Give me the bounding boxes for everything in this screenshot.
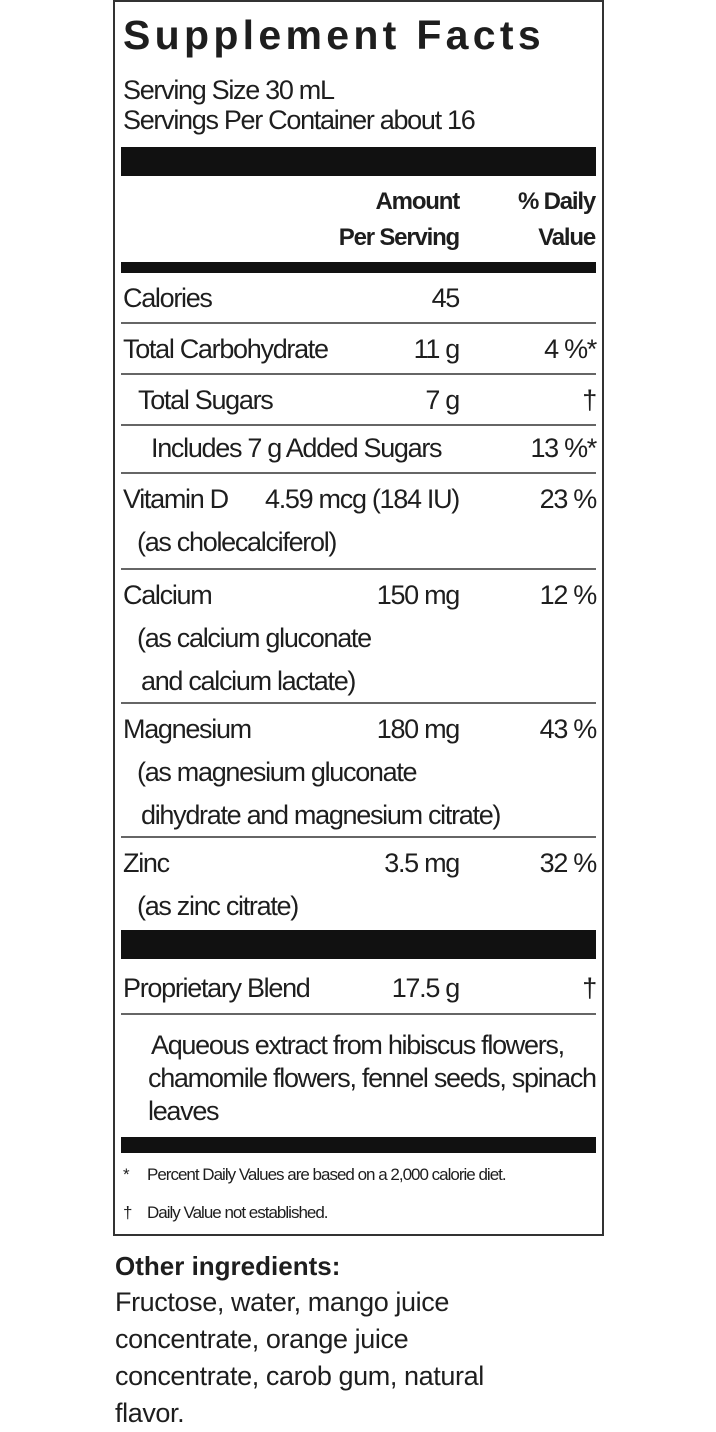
nutrient-amount: 150 mg (376, 580, 461, 610)
serving-size: Serving Size 30 mL (123, 75, 335, 105)
other-ingredients-line: concentrate, orange juice (115, 1324, 409, 1354)
nutrient-source: (as zinc citrate) (137, 891, 299, 921)
other-ingredients-line: Fructose, water, mango juice (115, 1287, 449, 1317)
nutrient-dv: 13 %* (530, 433, 597, 463)
nutrient-row: Calcium (as calcium gluconate and calciu… (121, 570, 598, 704)
nutrient-dv: 4 %* (544, 334, 597, 364)
nutrient-name-block: Zinc (as zinc citrate) (123, 842, 299, 928)
other-ingredients-heading: Other ingredients: (115, 1251, 341, 1281)
footnote-mark: † (123, 1203, 132, 1222)
nutrient-name-block: Magnesium (as magnesium gluconate dihydr… (123, 708, 501, 837)
nutrient-row: Proprietary Blend 17.5 g † (121, 959, 597, 1015)
nutrient-source: and calcium lactate) (141, 666, 356, 696)
nutrient-name: Includes 7 g Added Sugars (151, 433, 443, 463)
other-ingredients-line: concentrate, carob gum, natural (115, 1361, 484, 1391)
nutrient-row: Calories 45 (121, 273, 596, 324)
nutrient-name: Proprietary Blend (123, 973, 311, 1003)
nutrient-row: Zinc (as zinc citrate) 3.5 mg 32 % (121, 838, 598, 930)
amount-header-line: Per Serving (338, 224, 460, 251)
nutrient-row: Magnesium (as magnesium gluconate dihydr… (121, 704, 598, 838)
blend-ingredients-text: Aqueous extract from hibiscus flowers, c… (148, 1029, 597, 1128)
nutrient-name-block: Calcium (as calcium gluconate and calciu… (123, 574, 372, 703)
dv-header-line: Value (538, 224, 596, 251)
other-ingredients-line: flavor. (115, 1398, 185, 1428)
footnote-mark: * (123, 1165, 130, 1184)
footnote-text: Daily Value not established. (147, 1203, 329, 1222)
nutrient-amount: 7 g (425, 385, 460, 415)
nutrient-dv: † (582, 973, 597, 1003)
servings-per-container: Servings Per Container about 16 (123, 105, 476, 135)
divider-thick (121, 1137, 596, 1153)
nutrient-source: (as cholecalciferol) (137, 527, 337, 557)
dv-header: % Daily Value (518, 184, 596, 256)
nutrient-row: Includes 7 g Added Sugars 13 %* (121, 426, 597, 474)
dv-header-line: % Daily (518, 188, 596, 215)
nutrient-name: Zinc (123, 848, 170, 878)
amount-header-line: Amount (375, 188, 461, 215)
blend-ingredients: Aqueous extract from hibiscus flowers, c… (121, 1015, 597, 1135)
blend-line: chamomile flowers, fennel seeds, spinach (148, 1063, 597, 1093)
footnote: * Percent Daily Values are based on a 2,0… (123, 1165, 507, 1185)
nutrient-name: Total Carbohydrate (123, 334, 329, 364)
nutrient-dv: 12 % (539, 580, 598, 610)
nutrient-name: Vitamin D (123, 484, 229, 514)
nutrient-row: Vitamin D (as cholecalciferol) 4.59 mcg … (121, 474, 598, 570)
nutrient-dv: 32 % (539, 848, 598, 878)
other-ingredients: Other ingredients: Fructose, water, mang… (115, 1248, 484, 1432)
nutrient-amount: 180 mg (376, 714, 461, 744)
nutrient-amount: 45 (431, 283, 461, 313)
nutrient-source: (as magnesium gluconate (137, 757, 418, 787)
nutrient-source: (as calcium gluconate (137, 623, 372, 653)
nutrient-amount: 11 g (413, 334, 461, 364)
blend-line: leaves (148, 1096, 220, 1126)
divider-thick (121, 147, 596, 176)
divider-thick (121, 930, 596, 959)
blend-line: Aqueous extract from hibiscus flowers, (151, 1030, 565, 1060)
nutrient-amount: 4.59 mcg (184 IU) (265, 484, 460, 514)
nutrient-dv: 43 % (539, 714, 598, 744)
amount-header: Amount Per Serving (338, 184, 461, 256)
nutrient-name: Calories (123, 283, 213, 313)
panel-title: Supplement Facts (123, 12, 545, 58)
footnote: † Daily Value not established. (123, 1203, 329, 1223)
nutrient-name-block: Vitamin D (as cholecalciferol) (123, 478, 337, 564)
nutrient-row: Total Sugars 7 g † (121, 375, 597, 426)
nutrient-dv: † (582, 385, 597, 415)
nutrient-name: Magnesium (123, 714, 252, 744)
nutrient-row: Total Carbohydrate 11 g 4 %* (121, 324, 597, 375)
nutrient-amount: 17.5 g (391, 973, 461, 1003)
supplement-facts-panel: Supplement Facts Serving Size 30 mL Serv… (113, 0, 604, 1236)
nutrient-dv: 23 % (539, 484, 598, 514)
nutrient-name: Total Sugars (138, 385, 274, 415)
nutrient-name: Calcium (123, 580, 213, 610)
footnote-text: Percent Daily Values are based on a 2,00… (147, 1165, 507, 1184)
nutrient-amount: 3.5 mg (384, 848, 460, 878)
divider-medium (121, 262, 596, 273)
nutrient-source: dihydrate and magnesium citrate) (141, 800, 501, 830)
